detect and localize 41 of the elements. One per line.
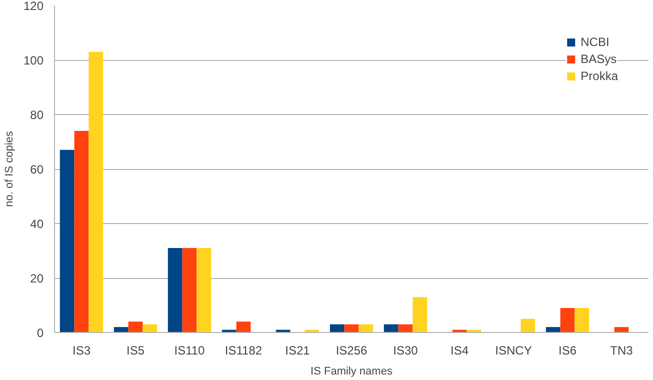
bar: [88, 52, 104, 332]
bar: [412, 297, 428, 332]
y-axis-title: no. of IS copies: [3, 130, 16, 207]
x-tick-label: IS21: [285, 344, 310, 358]
x-tick-label: IS6: [558, 344, 577, 358]
y-tick-label: 0: [36, 326, 44, 340]
bar: [574, 308, 590, 332]
legend-label: Prokka: [580, 69, 618, 83]
bar: [520, 318, 536, 332]
bar: [60, 150, 74, 332]
bar: [196, 248, 212, 332]
bar: [358, 324, 374, 332]
x-tick-label: IS3: [72, 344, 91, 358]
bar: [546, 327, 560, 332]
bar: [74, 130, 89, 332]
x-tick-label: IS5: [126, 344, 145, 358]
bar: [182, 248, 197, 332]
legend-label: NCBI: [580, 35, 610, 49]
x-tick-label: IS256: [336, 344, 368, 358]
x-tick-label: IS1182: [224, 344, 262, 358]
bar: [560, 308, 575, 332]
x-tick-label: TN3: [610, 344, 634, 358]
y-tick-label: 40: [30, 217, 44, 231]
x-tick-label: IS110: [174, 344, 206, 358]
y-tick-label: 120: [23, 0, 44, 13]
x-tick-label: ISNCY: [495, 344, 532, 358]
bar: [168, 248, 182, 332]
y-tick-label: 100: [23, 54, 44, 68]
x-tick-label: IS30: [393, 344, 418, 358]
y-tick-label: 20: [30, 272, 44, 286]
bar: [142, 324, 158, 332]
legend-label: BASys: [580, 52, 617, 66]
bar: [384, 324, 398, 332]
bar: [330, 324, 344, 332]
bar: [236, 322, 251, 332]
x-tick-label: IS4: [450, 344, 469, 358]
y-tick-label: 80: [30, 108, 44, 122]
y-tick-label: 60: [30, 162, 44, 176]
x-axis-title: IS Family names: [310, 366, 393, 378]
bar: [114, 327, 128, 332]
bar: [128, 322, 143, 332]
